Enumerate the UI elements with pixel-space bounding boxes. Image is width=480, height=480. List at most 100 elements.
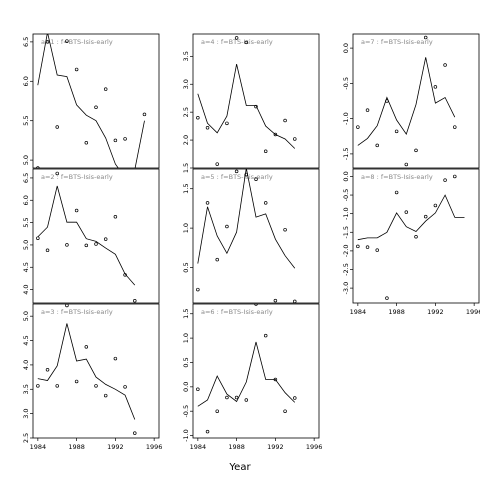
fit-line xyxy=(197,64,296,149)
y-tick-label: -1.0 xyxy=(342,207,350,220)
y-tick-label: 0.5 xyxy=(182,262,190,272)
panel-8: a=6 : f=BTS-Isis-early -1.0 -0.5 0.0 0.5 1.0 1… xyxy=(182,303,322,451)
data-point xyxy=(94,105,98,110)
x-tick-label: 1988 xyxy=(68,443,85,451)
data-point xyxy=(365,108,370,112)
data-point xyxy=(36,166,40,168)
panel-frame xyxy=(32,303,160,439)
data-point xyxy=(404,210,409,214)
data-point xyxy=(196,387,200,392)
data-point xyxy=(215,257,219,262)
data-point xyxy=(55,125,59,129)
strip-label: a=6 : f=BTS-Isis-early xyxy=(201,308,273,316)
panel-grid: a=1 : f=BTS-Isis-early 5.0 5.5 6.0 6.5 a=4 : … xyxy=(22,33,480,451)
data-point xyxy=(123,137,127,141)
strip-label: a=5 : f=BTS-Isis-early xyxy=(201,173,273,181)
data-point xyxy=(244,172,249,177)
data-point xyxy=(234,169,239,174)
y-tick-label: 4.5 xyxy=(22,262,30,272)
data-point xyxy=(244,40,249,45)
data-point xyxy=(394,190,399,195)
data-point xyxy=(293,299,297,303)
y-tick-label: 4.0 xyxy=(22,284,30,294)
y-tick-label: 1.0 xyxy=(182,333,190,343)
panel-1: a=1 : f=BTS-Isis-early 5.0 5.5 6.0 6.5 xyxy=(22,33,160,169)
data-point xyxy=(133,299,137,303)
y-tick-label: 6.5 xyxy=(22,173,30,183)
data-point xyxy=(356,244,360,249)
panel-frame xyxy=(192,303,320,439)
data-point xyxy=(55,384,59,388)
data-point xyxy=(94,384,98,388)
x-axis-title: Year xyxy=(228,462,251,473)
data-point xyxy=(123,385,127,389)
fit-line xyxy=(37,323,136,420)
y-tick-label: -3.0 xyxy=(342,282,350,295)
data-point xyxy=(196,287,200,292)
data-point xyxy=(244,398,249,402)
data-point xyxy=(283,227,287,232)
y-tick-label: 3.5 xyxy=(182,51,190,61)
data-point xyxy=(254,304,258,306)
y-tick-label: 0.0 xyxy=(342,43,350,53)
x-tick-label: 1988 xyxy=(228,443,245,451)
data-point xyxy=(433,203,438,208)
y-tick-label: 6.0 xyxy=(22,76,30,86)
data-point xyxy=(205,429,210,434)
x-tick-label: 1992 xyxy=(267,443,284,451)
data-point xyxy=(273,132,278,137)
data-point xyxy=(453,174,457,179)
data-point xyxy=(375,248,379,252)
y-tick-label: -1.0 xyxy=(182,429,190,442)
panel-7: a=3 : f=BTS-Isis-early 2.5 3.0 3.5 4.0 4.5 5.0… xyxy=(22,303,163,451)
x-tick-label: 1984 xyxy=(190,443,207,451)
data-point xyxy=(385,296,389,300)
data-point xyxy=(74,208,79,213)
y-tick-label: 0.0 xyxy=(182,382,190,392)
panel-frame xyxy=(352,33,480,169)
data-point xyxy=(65,243,69,247)
data-point xyxy=(263,333,268,338)
strip-label: a=4 : f=BTS-Isis-early xyxy=(201,38,273,46)
y-tick-label: -1.0 xyxy=(342,112,350,125)
data-point xyxy=(133,431,137,435)
data-point xyxy=(423,35,428,40)
plot-area xyxy=(36,171,137,303)
panel-frame xyxy=(192,33,320,169)
data-point xyxy=(123,273,127,277)
data-point xyxy=(113,138,118,143)
panel-frame xyxy=(352,168,480,304)
panel-2: a=4 : f=BTS-Isis-early 1.5 2.0 2.5 3.0 3.5 xyxy=(182,33,320,173)
x-tick-label: 1996 xyxy=(146,443,163,451)
data-point xyxy=(103,87,108,91)
data-point xyxy=(36,236,40,240)
data-point xyxy=(404,162,409,167)
data-point xyxy=(356,125,360,129)
y-tick-label: 5.0 xyxy=(22,240,30,250)
data-point xyxy=(225,224,229,229)
fit-line xyxy=(37,185,136,286)
y-tick-label: -1.5 xyxy=(342,148,350,161)
data-point xyxy=(423,214,428,219)
data-point xyxy=(45,368,50,372)
y-tick-label: -2.0 xyxy=(342,245,350,258)
data-point xyxy=(84,141,89,145)
y-tick-label: 2.5 xyxy=(182,107,190,117)
data-point xyxy=(443,178,447,182)
fit-line xyxy=(357,57,456,146)
x-tick-label: 1988 xyxy=(388,308,405,316)
data-point xyxy=(234,36,239,40)
y-tick-label: -1.5 xyxy=(342,226,350,239)
y-tick-label: 5.5 xyxy=(22,116,30,126)
data-point xyxy=(113,215,118,219)
data-point xyxy=(74,67,79,72)
plot-area xyxy=(196,304,297,434)
data-point xyxy=(273,298,278,303)
data-point xyxy=(254,177,258,181)
x-tick-label: 1984 xyxy=(30,443,47,451)
x-tick-label: 1992 xyxy=(107,443,124,451)
data-point xyxy=(254,104,258,109)
data-point xyxy=(433,85,438,89)
data-point xyxy=(263,149,268,154)
y-tick-label: 3.5 xyxy=(22,384,30,394)
